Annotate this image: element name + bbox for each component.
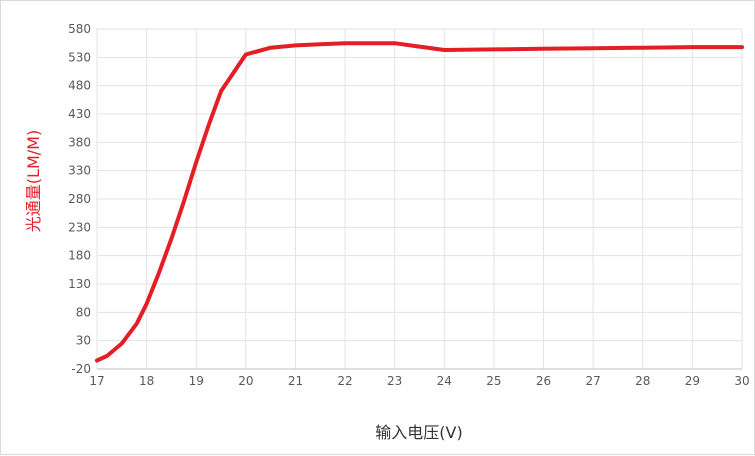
x-tick-label: 20: [238, 374, 253, 388]
y-tick-label: 330: [68, 164, 91, 178]
y-tick-label: 530: [68, 50, 91, 64]
y-tick-label: 380: [68, 135, 91, 149]
y-tick-label: 430: [68, 107, 91, 121]
y-tick-label: 580: [68, 22, 91, 36]
x-tick-label: 19: [189, 374, 204, 388]
y-tick-label: 480: [68, 79, 91, 93]
x-tick-label: 27: [586, 374, 601, 388]
x-tick-label: 30: [734, 374, 749, 388]
x-tick-label: 28: [635, 374, 650, 388]
y-tick-label: -20: [71, 362, 91, 376]
series-layer: [95, 41, 744, 363]
y-tick-label: 280: [68, 192, 91, 206]
x-tick-label: 25: [486, 374, 501, 388]
y-tick-label: 180: [68, 249, 91, 263]
y-tick-label: 30: [76, 334, 91, 348]
x-tick-label: 18: [139, 374, 154, 388]
y-tick-label: 80: [76, 305, 91, 319]
y-axis-title: 光通量(LM/M): [24, 130, 43, 232]
x-tick-label: 17: [89, 374, 104, 388]
x-tick-label: 26: [536, 374, 551, 388]
tick-labels: -20 30 80 130 180 230 280 330 380 430 480 530 580 17 1…: [68, 22, 750, 388]
x-tick-label: 29: [685, 374, 700, 388]
series-line: [95, 41, 744, 363]
y-tick-label: 130: [68, 277, 91, 291]
grid: [96, 28, 743, 370]
x-axis-title: 输入电压(V): [375, 423, 462, 442]
x-tick-label: 24: [437, 374, 452, 388]
x-tick-label: 23: [387, 374, 402, 388]
x-tick-label: 22: [337, 374, 352, 388]
y-tick-label: 230: [68, 220, 91, 234]
x-tick-label: 21: [288, 374, 303, 388]
